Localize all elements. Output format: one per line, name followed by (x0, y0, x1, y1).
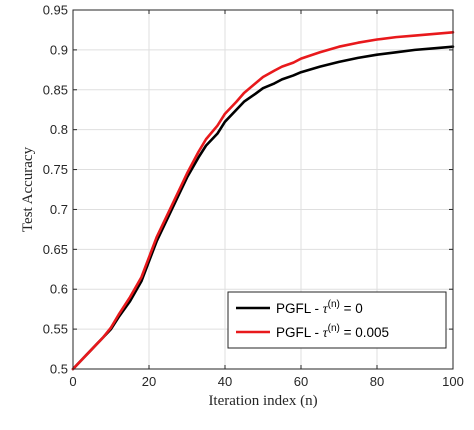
legend-suffix: = 0 (340, 301, 363, 316)
legend-tau: τ (323, 301, 329, 316)
legend-tau: τ (323, 325, 329, 340)
y-tick-label: 0.6 (50, 282, 68, 297)
legend-suffix: = 0.005 (340, 325, 389, 340)
x-tick-label: 100 (442, 374, 464, 389)
x-tick-label: 0 (69, 374, 76, 389)
y-axis-label: Test Accuracy (20, 146, 36, 232)
y-tick-label: 0.75 (43, 162, 68, 177)
legend-prefix: PGFL - (276, 325, 323, 340)
y-tick-label: 0.5 (50, 362, 68, 377)
x-tick-label: 40 (218, 374, 232, 389)
y-tick-label: 0.8 (50, 122, 68, 137)
legend-label-1: PGFL - τ(n) = 0.005 (276, 323, 389, 340)
legend-label-0: PGFL - τ(n) = 0 (276, 299, 363, 316)
y-tick-label: 0.95 (43, 3, 68, 18)
y-tick-label: 0.85 (43, 82, 68, 97)
series-line-1 (71, 31, 455, 371)
x-axis-ticks: 0 20 40 60 80 100 (69, 10, 464, 389)
y-tick-label: 0.55 (43, 322, 68, 337)
legend-superscript: (n) (328, 323, 340, 334)
x-tick-label: 20 (142, 374, 156, 389)
legend-prefix: PGFL - (276, 301, 323, 316)
x-axis-label: Iteration index (n) (208, 393, 317, 409)
legend-superscript: (n) (328, 299, 340, 310)
y-tick-label: 0.65 (43, 242, 68, 257)
y-axis-ticks: 0.5 0.55 0.6 0.65 0.7 0.75 0.8 0.85 0.9 0.95 (43, 3, 453, 377)
series-line-0 (71, 45, 455, 371)
plot-area-frame (72, 9, 454, 370)
y-tick-label: 0.7 (50, 202, 68, 217)
legend-box (227, 291, 447, 349)
x-tick-label: 60 (294, 374, 308, 389)
series-lines (71, 31, 455, 371)
y-tick-label: 0.9 (50, 42, 68, 57)
x-tick-label: 80 (370, 374, 384, 389)
